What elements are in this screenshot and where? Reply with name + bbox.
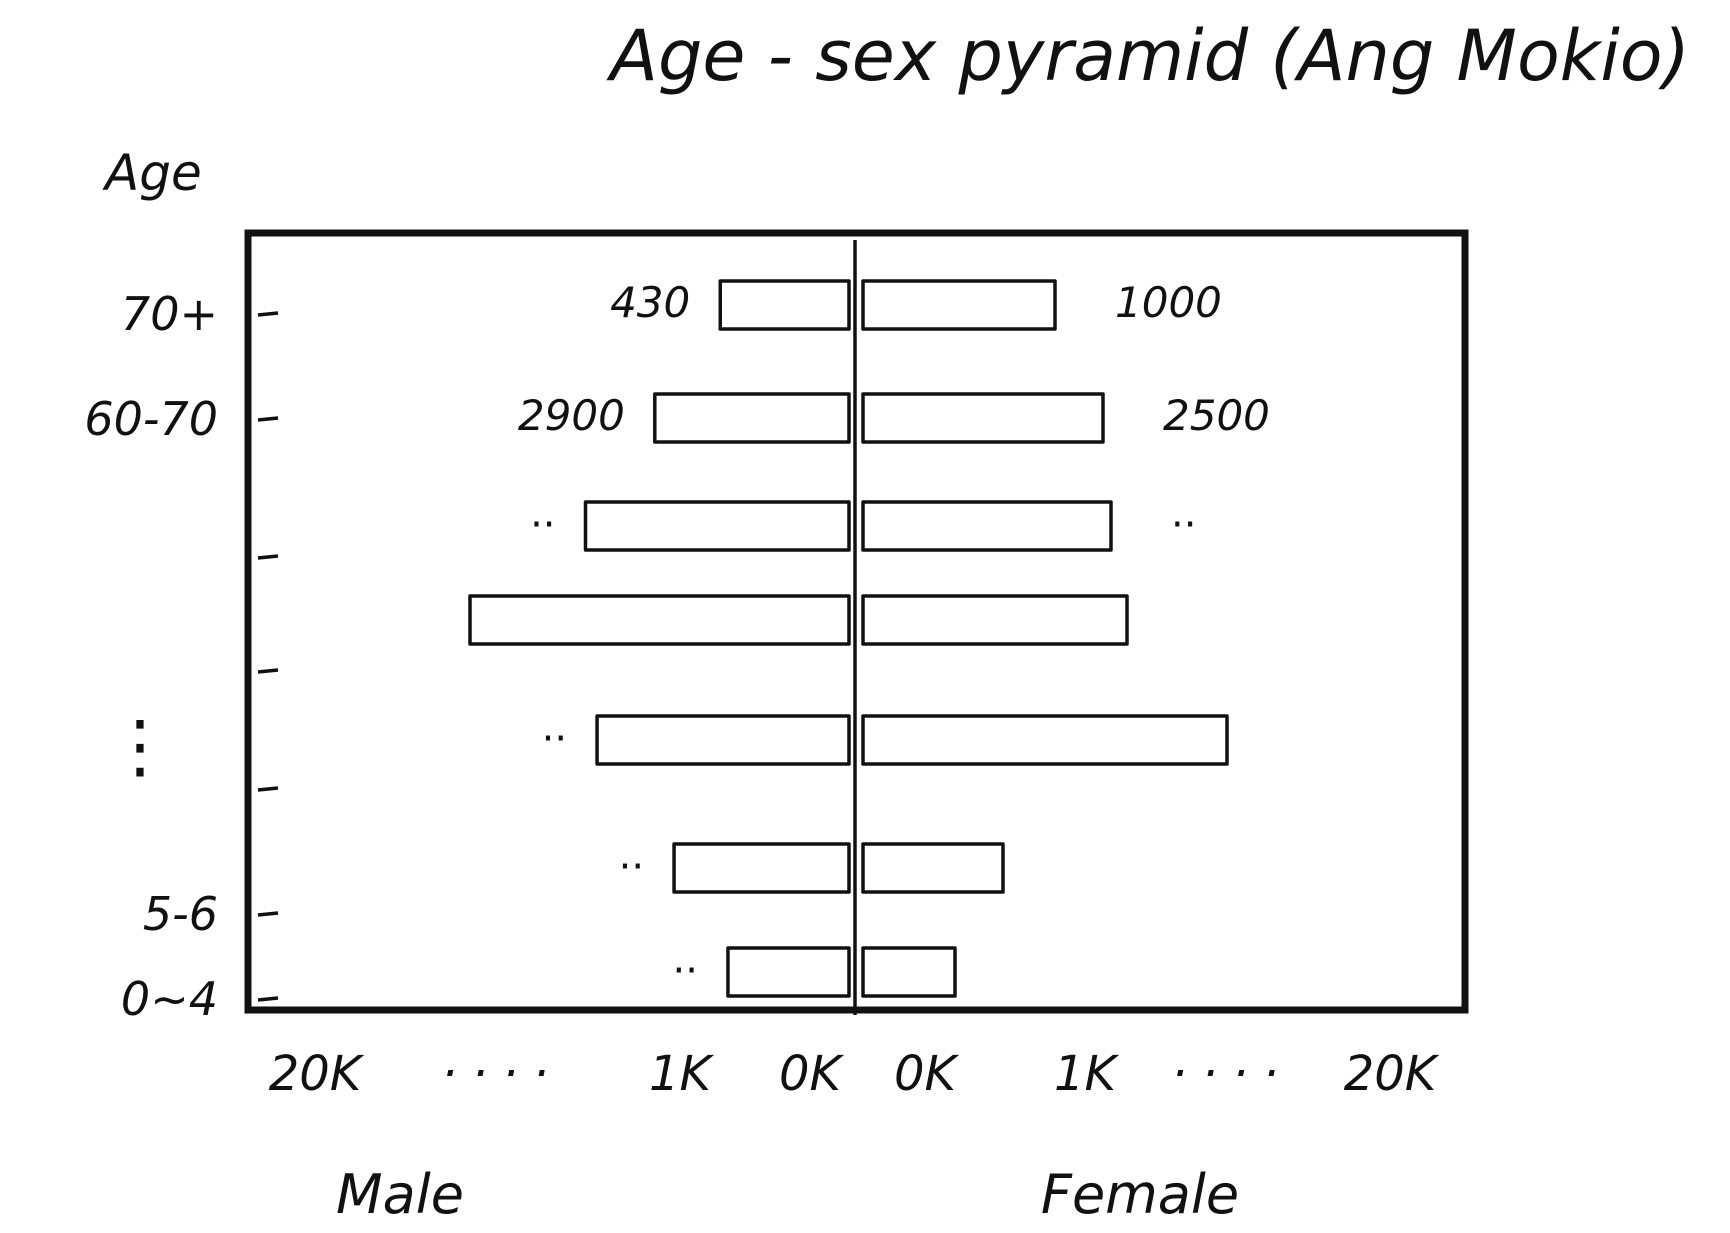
bar-female <box>861 842 1005 894</box>
y-tick-label: ⋮ <box>105 705 175 787</box>
bar-female <box>861 392 1105 444</box>
y-tick-mark <box>257 911 279 917</box>
male-value-label: ·· <box>530 502 555 548</box>
bar-female <box>861 946 957 998</box>
x-tick-label-left: 0K <box>779 1046 845 1102</box>
bar-male <box>653 392 851 444</box>
bar-female <box>861 714 1229 766</box>
y-tick-mark <box>257 554 279 560</box>
x-tick-label-left: · · · · <box>442 1046 549 1102</box>
y-tick-mark <box>257 786 279 792</box>
bar-male <box>595 714 851 766</box>
y-tick-mark <box>257 416 279 422</box>
female-value-label: 1000 <box>1115 278 1222 327</box>
bar-female <box>861 594 1129 646</box>
bar-male <box>718 279 851 331</box>
y-axis-title: Age <box>102 144 202 202</box>
y-tick-label: 70+ <box>121 287 218 341</box>
y-tick-label: 60-70 <box>84 392 218 446</box>
value-labels: 430 2900 ·· ·· ·· ·· 1000 2500 ·· <box>518 278 1270 994</box>
y-tick-label: 0~4 <box>121 972 218 1026</box>
x-tick-label-right: 1K <box>1054 1046 1120 1102</box>
male-value-label: 2900 <box>518 391 625 440</box>
male-value-label: 430 <box>610 278 690 327</box>
male-value-label: ·· <box>619 844 644 890</box>
x-ticks: 20K · · · · 1K 0K 0K 1K · · · · 20K <box>269 1046 1440 1102</box>
male-value-label: ·· <box>542 716 567 762</box>
bar-male <box>583 500 851 552</box>
y-tick-mark <box>257 668 279 674</box>
y-tick-mark <box>257 311 279 317</box>
bar-female <box>861 500 1113 552</box>
y-tick-mark <box>257 996 279 1002</box>
y-ticks: 70+ 60-70 ⋮ 5-6 0~4 <box>84 287 279 1026</box>
x-tick-label-left: 1K <box>649 1046 715 1102</box>
male-label: Male <box>336 1163 464 1226</box>
bar-female <box>861 279 1057 331</box>
bar-male <box>726 946 851 998</box>
bar-male <box>468 594 851 646</box>
female-value-label: ·· <box>1171 502 1196 548</box>
bars <box>468 279 1229 998</box>
male-value-label: ·· <box>673 948 698 994</box>
x-tick-label-right: · · · · <box>1172 1046 1279 1102</box>
bar-male <box>672 842 851 894</box>
x-tick-label-right: 20K <box>1344 1046 1440 1102</box>
female-value-label: 2500 <box>1163 391 1270 440</box>
x-tick-label-right: 0K <box>894 1046 960 1102</box>
y-tick-label: 5-6 <box>143 887 218 941</box>
chart-title: Age - sex pyramid (Ang Mokio) <box>606 15 1690 97</box>
female-label: Female <box>1041 1163 1239 1226</box>
x-tick-label-left: 20K <box>269 1046 365 1102</box>
